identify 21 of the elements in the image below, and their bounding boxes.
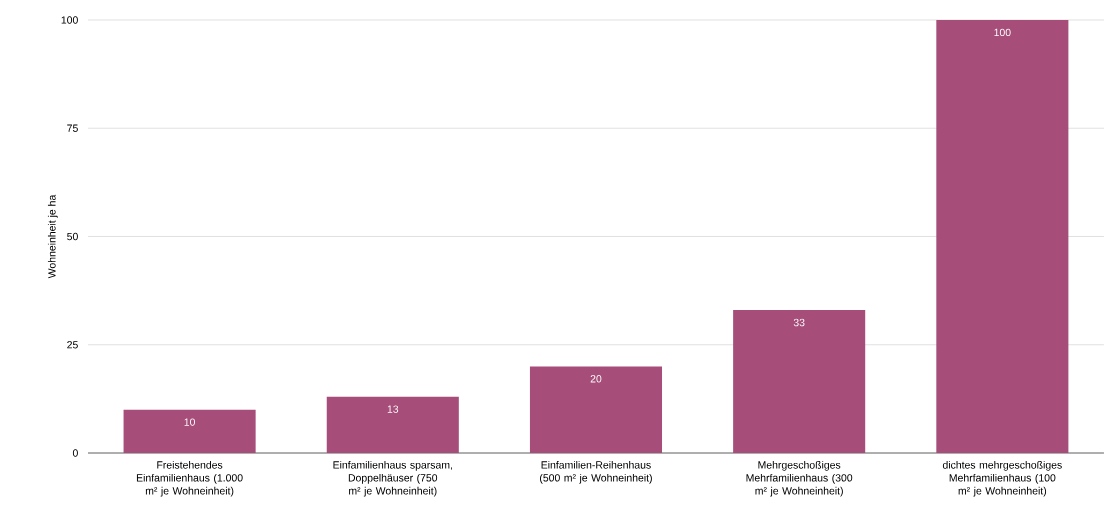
data-label: 10 (184, 418, 195, 426)
data-label: 33 (793, 318, 805, 327)
x-tick-label: Einfamilienhaus sparsam, Doppelhäuser (750 m² je Wohneinheit) (333, 460, 452, 497)
bar (123, 409, 256, 453)
data-label: 13 (387, 405, 399, 413)
y-tick-label: 100 (61, 16, 78, 24)
y-tick-label: 75 (67, 124, 78, 132)
x-tick-label: Mehrgeschoßiges Mehrfamilienhaus (300 m² je Wohneinheit) (746, 460, 853, 497)
bar (733, 310, 866, 453)
y-tick-label: 0 (72, 449, 78, 457)
x-tick-label: Einfamilien-Reihenhaus (500 m² je Wohneinheit) (540, 460, 652, 484)
bar (326, 396, 459, 453)
bar (529, 366, 663, 453)
x-tick-label: Freistehendes Einfamilienhaus (1.000 m² je Wohneinheit) (136, 460, 243, 497)
bar (936, 20, 1069, 453)
y-tick-label: 25 (67, 341, 78, 349)
x-tick-label: dichtes mehrgeschoßiges Mehrfamilienhaus (100 m² je Wohneinheit) (942, 460, 1062, 497)
y-axis-title: Wohneinheit je ha (47, 194, 58, 279)
data-label: 20 (590, 375, 602, 383)
data-label: 100 (994, 28, 1011, 37)
y-tick-label: 50 (67, 232, 78, 241)
